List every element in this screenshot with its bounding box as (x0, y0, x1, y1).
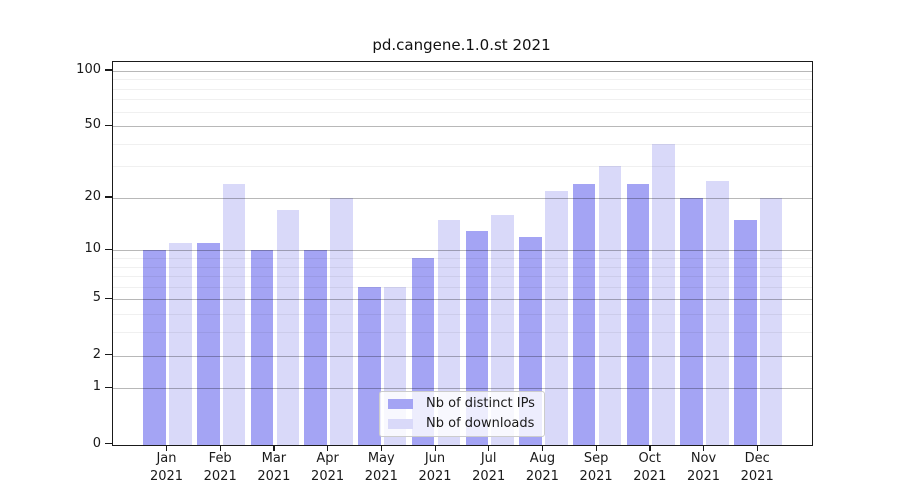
x-tick-mark-jun (434, 444, 436, 451)
bar-distinct-ips-may (358, 286, 381, 445)
x-tick-label-feb: Feb 2021 (203, 451, 237, 484)
x-tick-mark-feb (219, 444, 221, 451)
x-tick-label-mar: Mar 2021 (257, 451, 291, 484)
bar-downloads-mar (276, 210, 300, 445)
y-tick-mark-5 (105, 297, 112, 300)
gridline-minor-40 (113, 143, 812, 145)
bar-distinct-ips-apr (304, 250, 327, 445)
legend-entry-downloads: Nb of downloads (388, 416, 536, 432)
bar-distinct-ips-feb (197, 243, 220, 445)
y-tick-label-2: 2 (92, 346, 101, 362)
x-tick-mark-may (380, 444, 383, 451)
bar-downloads-feb (222, 183, 246, 445)
x-tick-mark-sep (595, 444, 597, 451)
plot-area (112, 61, 813, 446)
bar-downloads-dec (759, 197, 783, 445)
x-tick-label-sep: Sep 2021 (579, 451, 613, 484)
y-tick-mark-100 (105, 69, 112, 71)
bar-distinct-ips-nov (680, 197, 703, 445)
bar-distinct-ips-oct (626, 183, 650, 445)
legend-swatch-distinct-ips-icon (388, 399, 413, 409)
gridline-minor-80 (113, 88, 812, 90)
y-tick-label-20: 20 (84, 188, 101, 204)
x-tick-label-may: May 2021 (364, 451, 398, 484)
x-tick-label-oct: Oct 2021 (633, 451, 667, 484)
bar-downloads-aug (545, 190, 568, 445)
gridline-minor-7 (113, 276, 812, 278)
bar-distinct-ips-jan (143, 250, 166, 445)
gridline-minor-60 (113, 111, 812, 113)
legend-label-downloads: Nb of downloads (426, 416, 535, 431)
x-tick-label-nov: Nov 2021 (686, 451, 721, 484)
x-tick-mark-nov (703, 444, 705, 451)
y-tick-mark-10 (105, 248, 112, 251)
gridline-major-100 (113, 70, 812, 72)
y-tick-label-5: 5 (92, 290, 101, 306)
x-tick-label-jul: Jul 2021 (472, 451, 506, 484)
x-tick-label-aug: Aug 2021 (525, 451, 559, 484)
x-tick-mark-mar (273, 444, 275, 451)
x-tick-label-jan: Jan 2021 (149, 451, 184, 484)
x-tick-label-apr: Apr 2021 (311, 451, 345, 484)
bar-distinct-ips-dec (734, 219, 757, 445)
y-tick-label-0: 0 (92, 435, 101, 451)
legend: Nb of distinct IPs Nb of downloads (379, 391, 545, 437)
x-tick-mark-oct (649, 444, 651, 451)
y-tick-label-10: 10 (84, 241, 101, 257)
bar-downloads-apr (330, 197, 353, 445)
gridline-minor-30 (113, 166, 812, 168)
bar-downloads-sep (598, 166, 622, 445)
y-tick-mark-50 (105, 124, 112, 126)
y-tick-label-100: 100 (76, 61, 101, 77)
bar-downloads-oct (652, 143, 675, 445)
gridline-major-1 (113, 388, 812, 390)
gridline-minor-3 (113, 332, 812, 334)
x-tick-mark-jul (488, 444, 490, 451)
bar-downloads-nov (706, 180, 729, 445)
chart-title: pd.cangene.1.0.st 2021 (372, 36, 551, 54)
legend-swatch-downloads-icon (388, 419, 413, 429)
y-tick-mark-2 (105, 354, 112, 356)
x-tick-mark-apr (327, 444, 329, 451)
gridline-major-10 (113, 250, 812, 252)
bar-distinct-ips-mar (250, 250, 274, 445)
bar-downloads-jan (169, 243, 192, 445)
y-tick-mark-20 (105, 196, 112, 198)
gridline-major-2 (113, 355, 812, 357)
x-tick-mark-jan (166, 444, 168, 451)
gridline-minor-4 (113, 314, 812, 316)
gridline-minor-9 (113, 258, 812, 260)
x-tick-mark-dec (756, 444, 758, 451)
x-tick-label-dec: Dec 2021 (740, 451, 774, 484)
legend-label-distinct-ips: Nb of distinct IPs (426, 396, 535, 411)
x-tick-mark-aug (541, 444, 544, 451)
gridline-major-5 (113, 299, 812, 301)
bar-distinct-ips-sep (572, 183, 596, 445)
gridline-minor-8 (113, 266, 812, 268)
y-tick-mark-0 (105, 443, 112, 445)
gridline-minor-70 (113, 99, 812, 101)
gridline-minor-6 (113, 286, 812, 288)
legend-entry-distinct-ips: Nb of distinct IPs (388, 396, 536, 412)
gridline-minor-90 (113, 79, 812, 81)
bar-downloads-jul (491, 215, 514, 445)
gridline-major-20 (113, 197, 812, 199)
y-tick-label-50: 50 (84, 117, 101, 133)
y-tick-label-1: 1 (92, 379, 101, 395)
bar-downloads-jun (437, 219, 461, 445)
y-tick-mark-1 (105, 386, 112, 389)
gridline-major-50 (113, 126, 812, 128)
x-tick-label-jun: Jun 2021 (418, 451, 452, 484)
